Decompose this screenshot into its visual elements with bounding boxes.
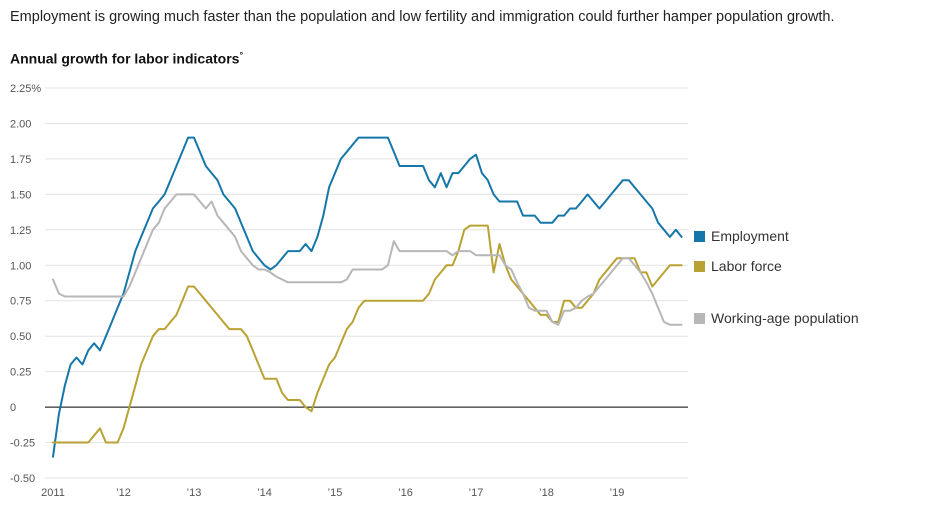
- x-axis-label: ’13: [187, 487, 202, 499]
- x-axis-label: ’17: [469, 487, 484, 499]
- y-axis-label: 0: [10, 402, 16, 414]
- footnote-mark: °: [239, 50, 244, 60]
- x-axis-label: ’16: [398, 487, 413, 499]
- legend-label-employment: Employment: [711, 228, 789, 244]
- legend-label-labor-force: Labor force: [711, 258, 782, 274]
- y-axis-label: 0.50: [10, 331, 31, 343]
- legend-item-labor-force: Labor force: [694, 258, 782, 274]
- legend-item-employment: Employment: [694, 228, 789, 244]
- x-axis-label: ’12: [116, 487, 131, 499]
- y-axis-label: 1.25: [10, 225, 31, 237]
- x-axis-label: ’14: [257, 487, 272, 499]
- x-axis-label: ’19: [610, 487, 625, 499]
- series-line-labor-force: [52, 224, 683, 444]
- y-axis-label: 2.00: [10, 119, 31, 131]
- legend-item-working-age-population: Working-age population: [694, 310, 859, 326]
- chart-title-text: Annual growth for labor indicators: [10, 50, 240, 67]
- line-chart: 2.25% 2.00 1.75 1.50 1.25 1.00 0.75 0.50 0.25 0 -0…: [10, 83, 688, 499]
- y-axis-label: 0.25: [10, 367, 31, 379]
- legend-swatch-employment: [694, 230, 705, 242]
- legend-swatch-working-age-population: [694, 312, 705, 324]
- y-axis-label: 1.75: [10, 154, 31, 166]
- y-axis-label: 0.75: [10, 296, 31, 308]
- series-line-working-age-population: [52, 193, 683, 326]
- series-line-employment: [52, 136, 683, 458]
- x-axis-label: 2011: [41, 487, 65, 499]
- y-axis-label: -0.50: [10, 473, 35, 485]
- x-axis-label: ’15: [328, 487, 343, 499]
- y-axis-label: -0.25: [10, 438, 35, 450]
- chart-title: Annual growth for labor indicators°: [10, 50, 243, 67]
- y-axis-label: 1.50: [10, 189, 31, 201]
- legend-label-working-age-population: Working-age population: [711, 310, 859, 326]
- y-axis-label: 2.25%: [10, 83, 41, 95]
- x-axis-label: ’18: [539, 487, 554, 499]
- y-axis-label: 1.00: [10, 260, 31, 272]
- legend-swatch-labor-force: [694, 260, 705, 272]
- headline: Employment is growing much faster than t…: [10, 9, 835, 25]
